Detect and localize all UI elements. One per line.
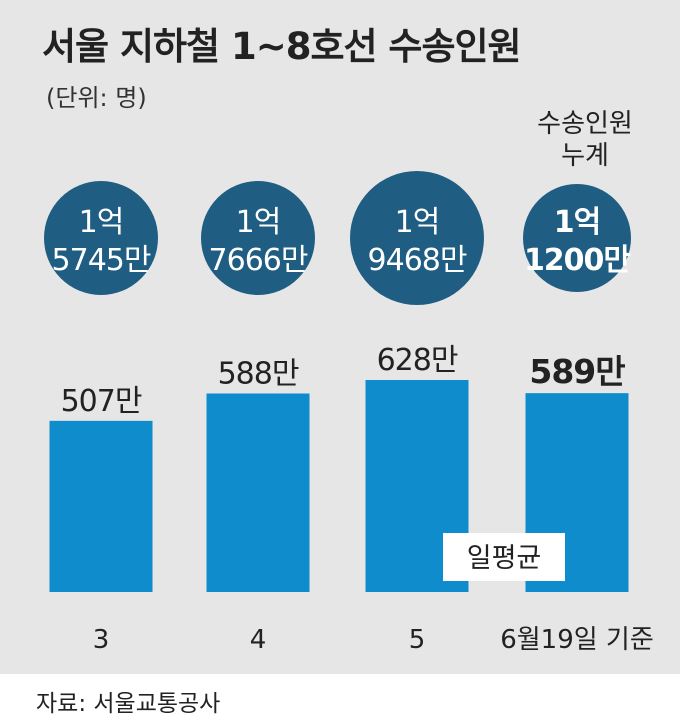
bar-1 [49,420,153,592]
bar-value-label-3: 628만 [377,343,458,378]
bar-value-label-4: 589만 [529,352,625,391]
cumulative-label-4-line-1: 1억 [554,205,600,240]
cumulative-label-3-line-1: 1억 [395,205,440,240]
cumulative-label-1-line-2: 5745만 [52,243,151,278]
cumulative-label-4-line-2: 1200만 [524,243,631,278]
circle-header-line-1: 수송인원 [537,109,633,139]
x-tick-label-2: 4 [250,625,267,655]
x-tick-label-1: 3 [93,625,110,655]
cumulative-label-2-line-2: 7666만 [209,243,308,278]
cumulative-bubble-1 [44,181,158,295]
source-note: 자료: 서울교통공사 [36,691,221,717]
cumulative-bubble-4 [523,184,631,292]
x-tick-label-4: 6월19일 기준 [500,625,654,655]
bar-value-label-1: 507만 [61,384,142,419]
cumulative-label-2-line-1: 1억 [236,205,281,240]
chart-title: 서울 지하철 1~8호선 수송인원 [42,25,522,68]
unit-note: (단위: 명) [46,84,147,112]
bar-chart: 507만31억5745만588만41억7666만628만51억9468만589만… [44,171,654,655]
x-tick-label-3: 5 [409,625,426,655]
bar-2 [206,393,310,592]
legend-label: 일평균 [467,543,542,574]
cumulative-bubble-3 [350,171,484,305]
circle-header-line-2: 누계 [561,141,609,171]
bar-value-label-2: 588만 [218,357,299,392]
cumulative-bubble-2 [201,181,315,295]
circle-header: 수송인원 누계 [500,108,670,172]
legend-box [443,533,565,581]
cumulative-label-1-line-1: 1억 [79,205,124,240]
cumulative-label-3-line-2: 9468만 [368,243,467,278]
